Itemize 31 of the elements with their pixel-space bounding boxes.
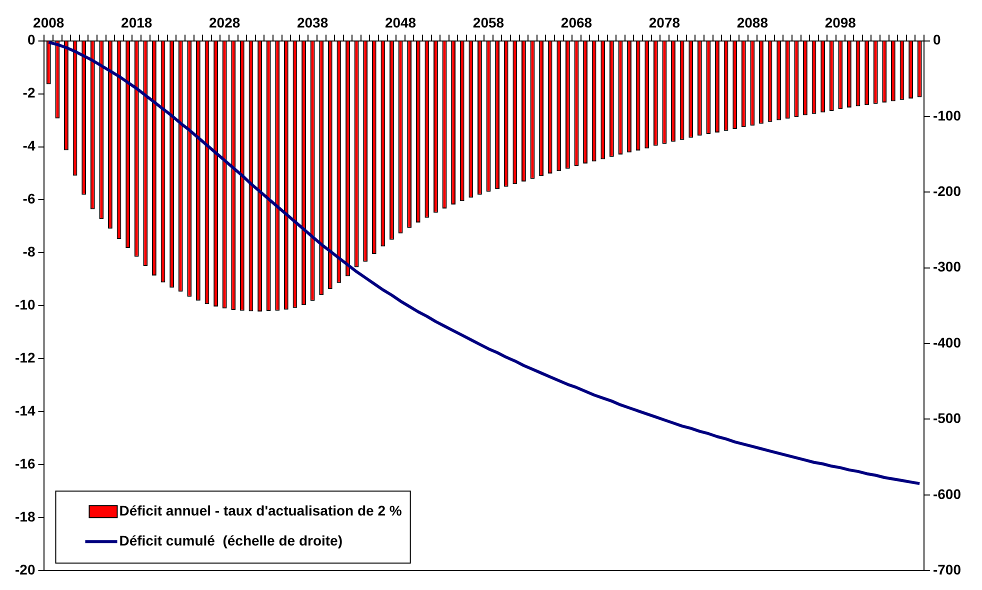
- y-tick-label: -20: [15, 561, 36, 578]
- y-tick-label: -10: [15, 296, 36, 313]
- y-tick-label: -14: [15, 402, 36, 419]
- y2-tick-label: 0: [932, 32, 941, 48]
- x-tick-label: 2018: [121, 14, 152, 30]
- y-tick-label: -18: [15, 508, 36, 524]
- x-tick-label: 2088: [736, 14, 768, 30]
- x-tick-label: 2098: [824, 14, 856, 30]
- y-tick-label: 0: [27, 32, 36, 48]
- y-tick-label: -16: [15, 456, 36, 472]
- y-tick-label: -2: [22, 84, 36, 101]
- x-tick-label: 2078: [648, 14, 680, 30]
- y-tick-label: -4: [22, 138, 36, 154]
- y2-tick-label: -100: [932, 107, 962, 124]
- legend-label: Déficit annuel - taux d'actualisation de 2 %: [119, 502, 402, 518]
- y2-tick-label: -700: [932, 561, 962, 578]
- y2-tick-label: -200: [932, 183, 962, 200]
- legend-label: Déficit cumulé (échelle de droite): [119, 532, 343, 548]
- x-tick-label: 2068: [560, 14, 592, 30]
- x-tick-label: 2038: [296, 14, 328, 30]
- y-tick-label: -6: [22, 190, 36, 207]
- x-tick-label: 2028: [209, 14, 240, 30]
- x-tick-label: 2048: [384, 14, 416, 30]
- y-tick-label: -12: [15, 350, 36, 366]
- y-tick-label: -8: [22, 244, 36, 260]
- x-tick-label: 2008: [33, 14, 64, 30]
- y2-tick-label: -300: [932, 258, 962, 275]
- y2-tick-label: -400: [932, 334, 962, 350]
- y2-tick-label: -600: [932, 486, 962, 502]
- y2-tick-label: -500: [932, 410, 962, 426]
- x-tick-label: 2058: [472, 14, 504, 30]
